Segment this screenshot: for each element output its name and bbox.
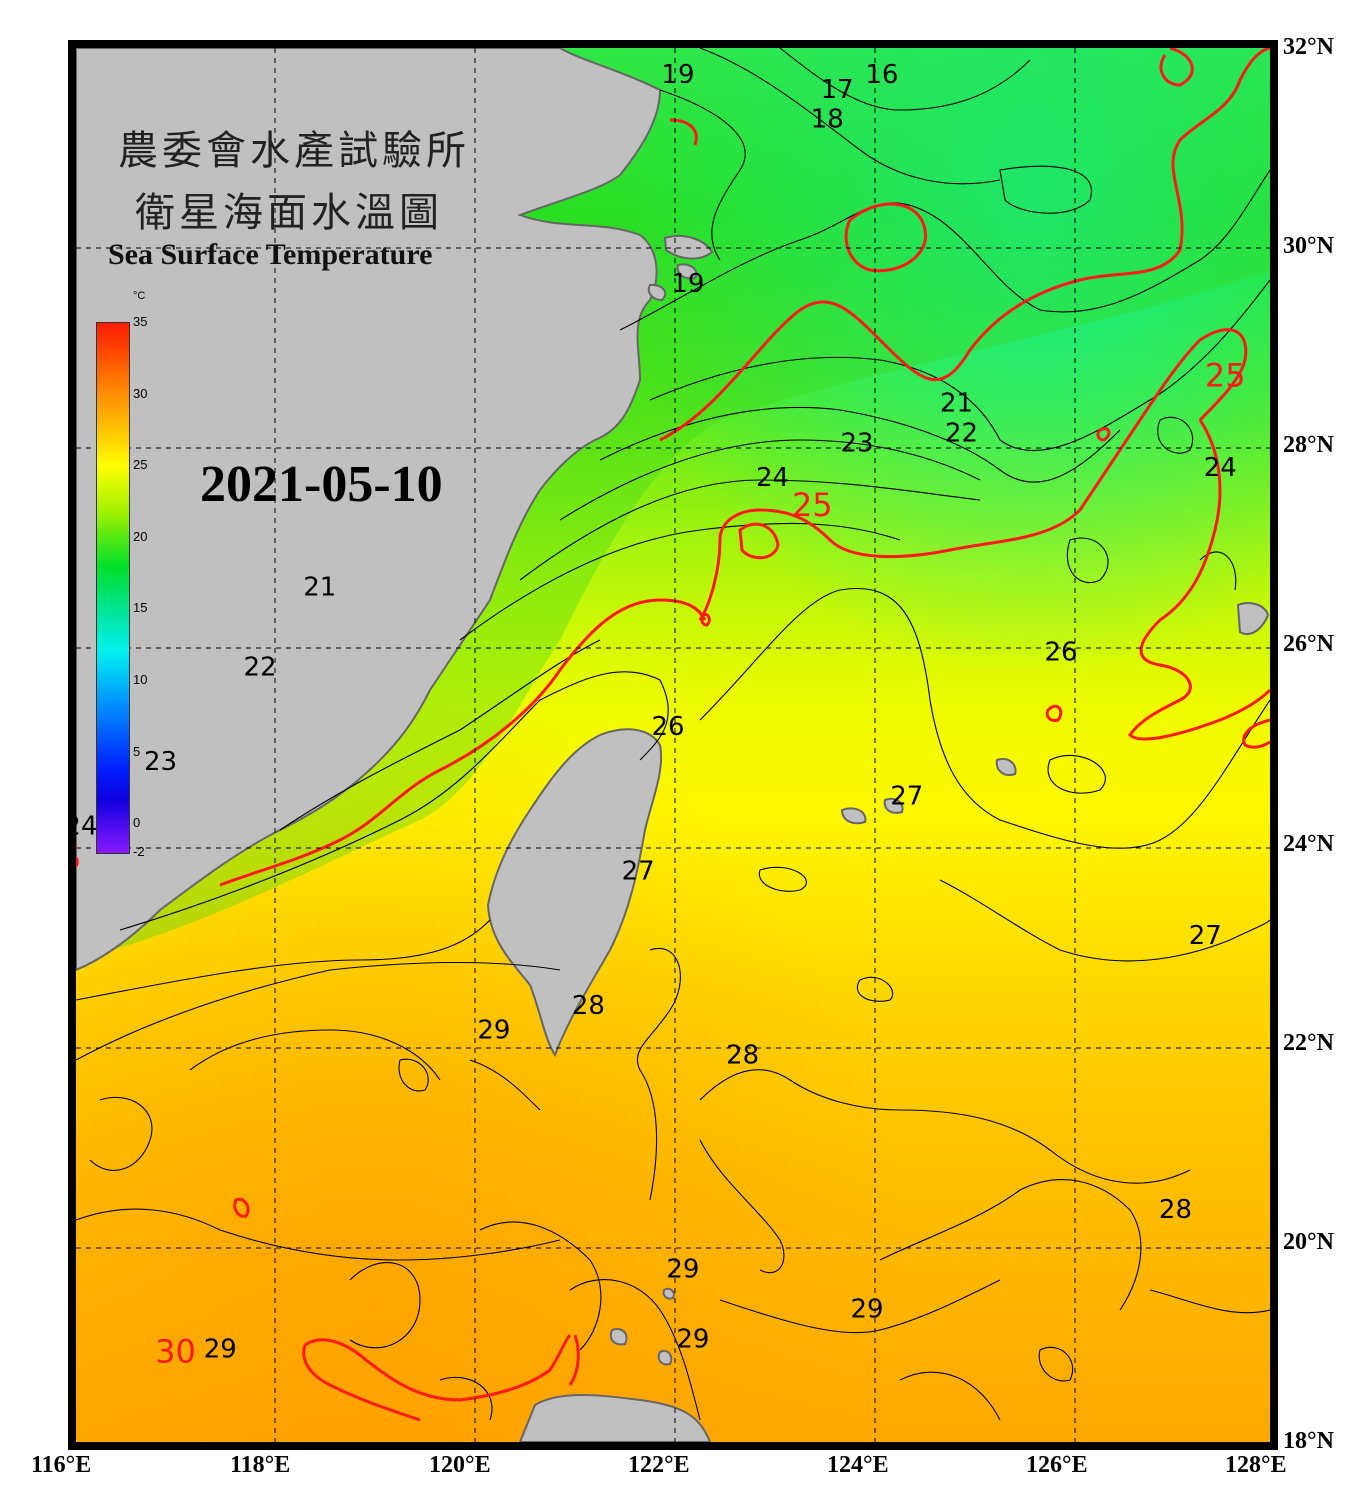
colorbar-tick-label: 20	[133, 528, 148, 544]
lon-label: 126°E	[1026, 1452, 1088, 1478]
colorbar-tick-label: 10	[133, 672, 148, 688]
contour-label: 28	[1159, 1195, 1192, 1225]
contour-label: 29	[666, 1255, 699, 1285]
contour-label: 24	[1204, 453, 1237, 483]
colorbar-tick-label: 35	[133, 314, 148, 329]
land-taiwan	[486, 728, 663, 1058]
contour-label: 22	[945, 418, 978, 448]
contour-label: 22	[244, 652, 277, 682]
contour-label: 29	[676, 1324, 709, 1354]
contour-label: 23	[841, 428, 874, 458]
contour-label: 25	[1205, 357, 1246, 395]
contour-label: 27	[1189, 921, 1222, 951]
colorbar-tick-label: 30	[133, 385, 148, 401]
lat-label: 18°N	[1283, 1428, 1334, 1454]
land-luzon	[518, 1394, 712, 1442]
lat-label: 32°N	[1283, 34, 1334, 60]
title-line-1: 農委會水產試驗所	[118, 128, 470, 174]
contour-label: 27	[622, 856, 655, 886]
colorbar-tick-label: -2	[133, 844, 145, 859]
contour-label: 21	[303, 573, 336, 603]
contour-label: 25	[41, 839, 82, 877]
lon-label: 118°E	[230, 1452, 291, 1478]
lat-label: 20°N	[1283, 1228, 1334, 1255]
colorbar-tick-label: 25	[133, 457, 148, 473]
contour-label: 29	[204, 1334, 237, 1364]
contour-label: 28	[0, 1100, 3, 1130]
lon-label: 128°E	[1225, 1452, 1287, 1478]
contour-label: 30	[155, 1332, 196, 1370]
colorbar-tick-label: 15	[133, 600, 148, 616]
contour-label: 25	[792, 486, 833, 524]
contour-label: 19	[671, 269, 704, 299]
contour-label: 27	[890, 782, 923, 812]
colorbar-tick-label: 5	[133, 743, 141, 759]
contour-label: 23	[144, 747, 177, 777]
lat-label: 24°N	[1283, 830, 1334, 857]
lat-label: 26°N	[1283, 631, 1334, 658]
colorbar-tick-label: 0	[133, 815, 141, 831]
contour-label: 18	[811, 105, 844, 135]
lat-lon-grid	[76, 48, 1270, 1442]
colorbar	[96, 322, 130, 854]
lat-label: 22°N	[1283, 1029, 1334, 1056]
contour-label: 24	[756, 463, 789, 493]
title-english: Sea Surface Temperature	[108, 238, 433, 271]
contour-label: 17	[821, 75, 854, 105]
contour-label: 28	[726, 1041, 759, 1071]
map-frame-border	[68, 40, 1278, 1450]
lat-label: 28°N	[1283, 432, 1334, 459]
lon-label: 122°E	[628, 1452, 690, 1478]
contour-label: 29	[850, 1295, 883, 1325]
lon-label: 120°E	[429, 1452, 491, 1478]
contour-label: 24	[64, 812, 97, 842]
contour-label: 19	[661, 60, 694, 90]
contour-label: 21	[940, 388, 973, 418]
contour-label: 26	[1045, 637, 1078, 667]
contour-label: 16	[865, 60, 898, 90]
title-line-2: 衛星海面水溫圖	[135, 190, 443, 236]
contour-label: 26	[651, 712, 684, 742]
lon-label: 116°E	[31, 1452, 92, 1478]
contour-label: 28	[572, 991, 605, 1021]
date-label: 2021-05-10	[200, 456, 443, 513]
lat-label: 30°N	[1283, 233, 1334, 260]
contour-label: 29	[477, 1016, 510, 1046]
lon-label: 124°E	[827, 1452, 889, 1478]
colorbar-unit: °C	[133, 290, 146, 302]
